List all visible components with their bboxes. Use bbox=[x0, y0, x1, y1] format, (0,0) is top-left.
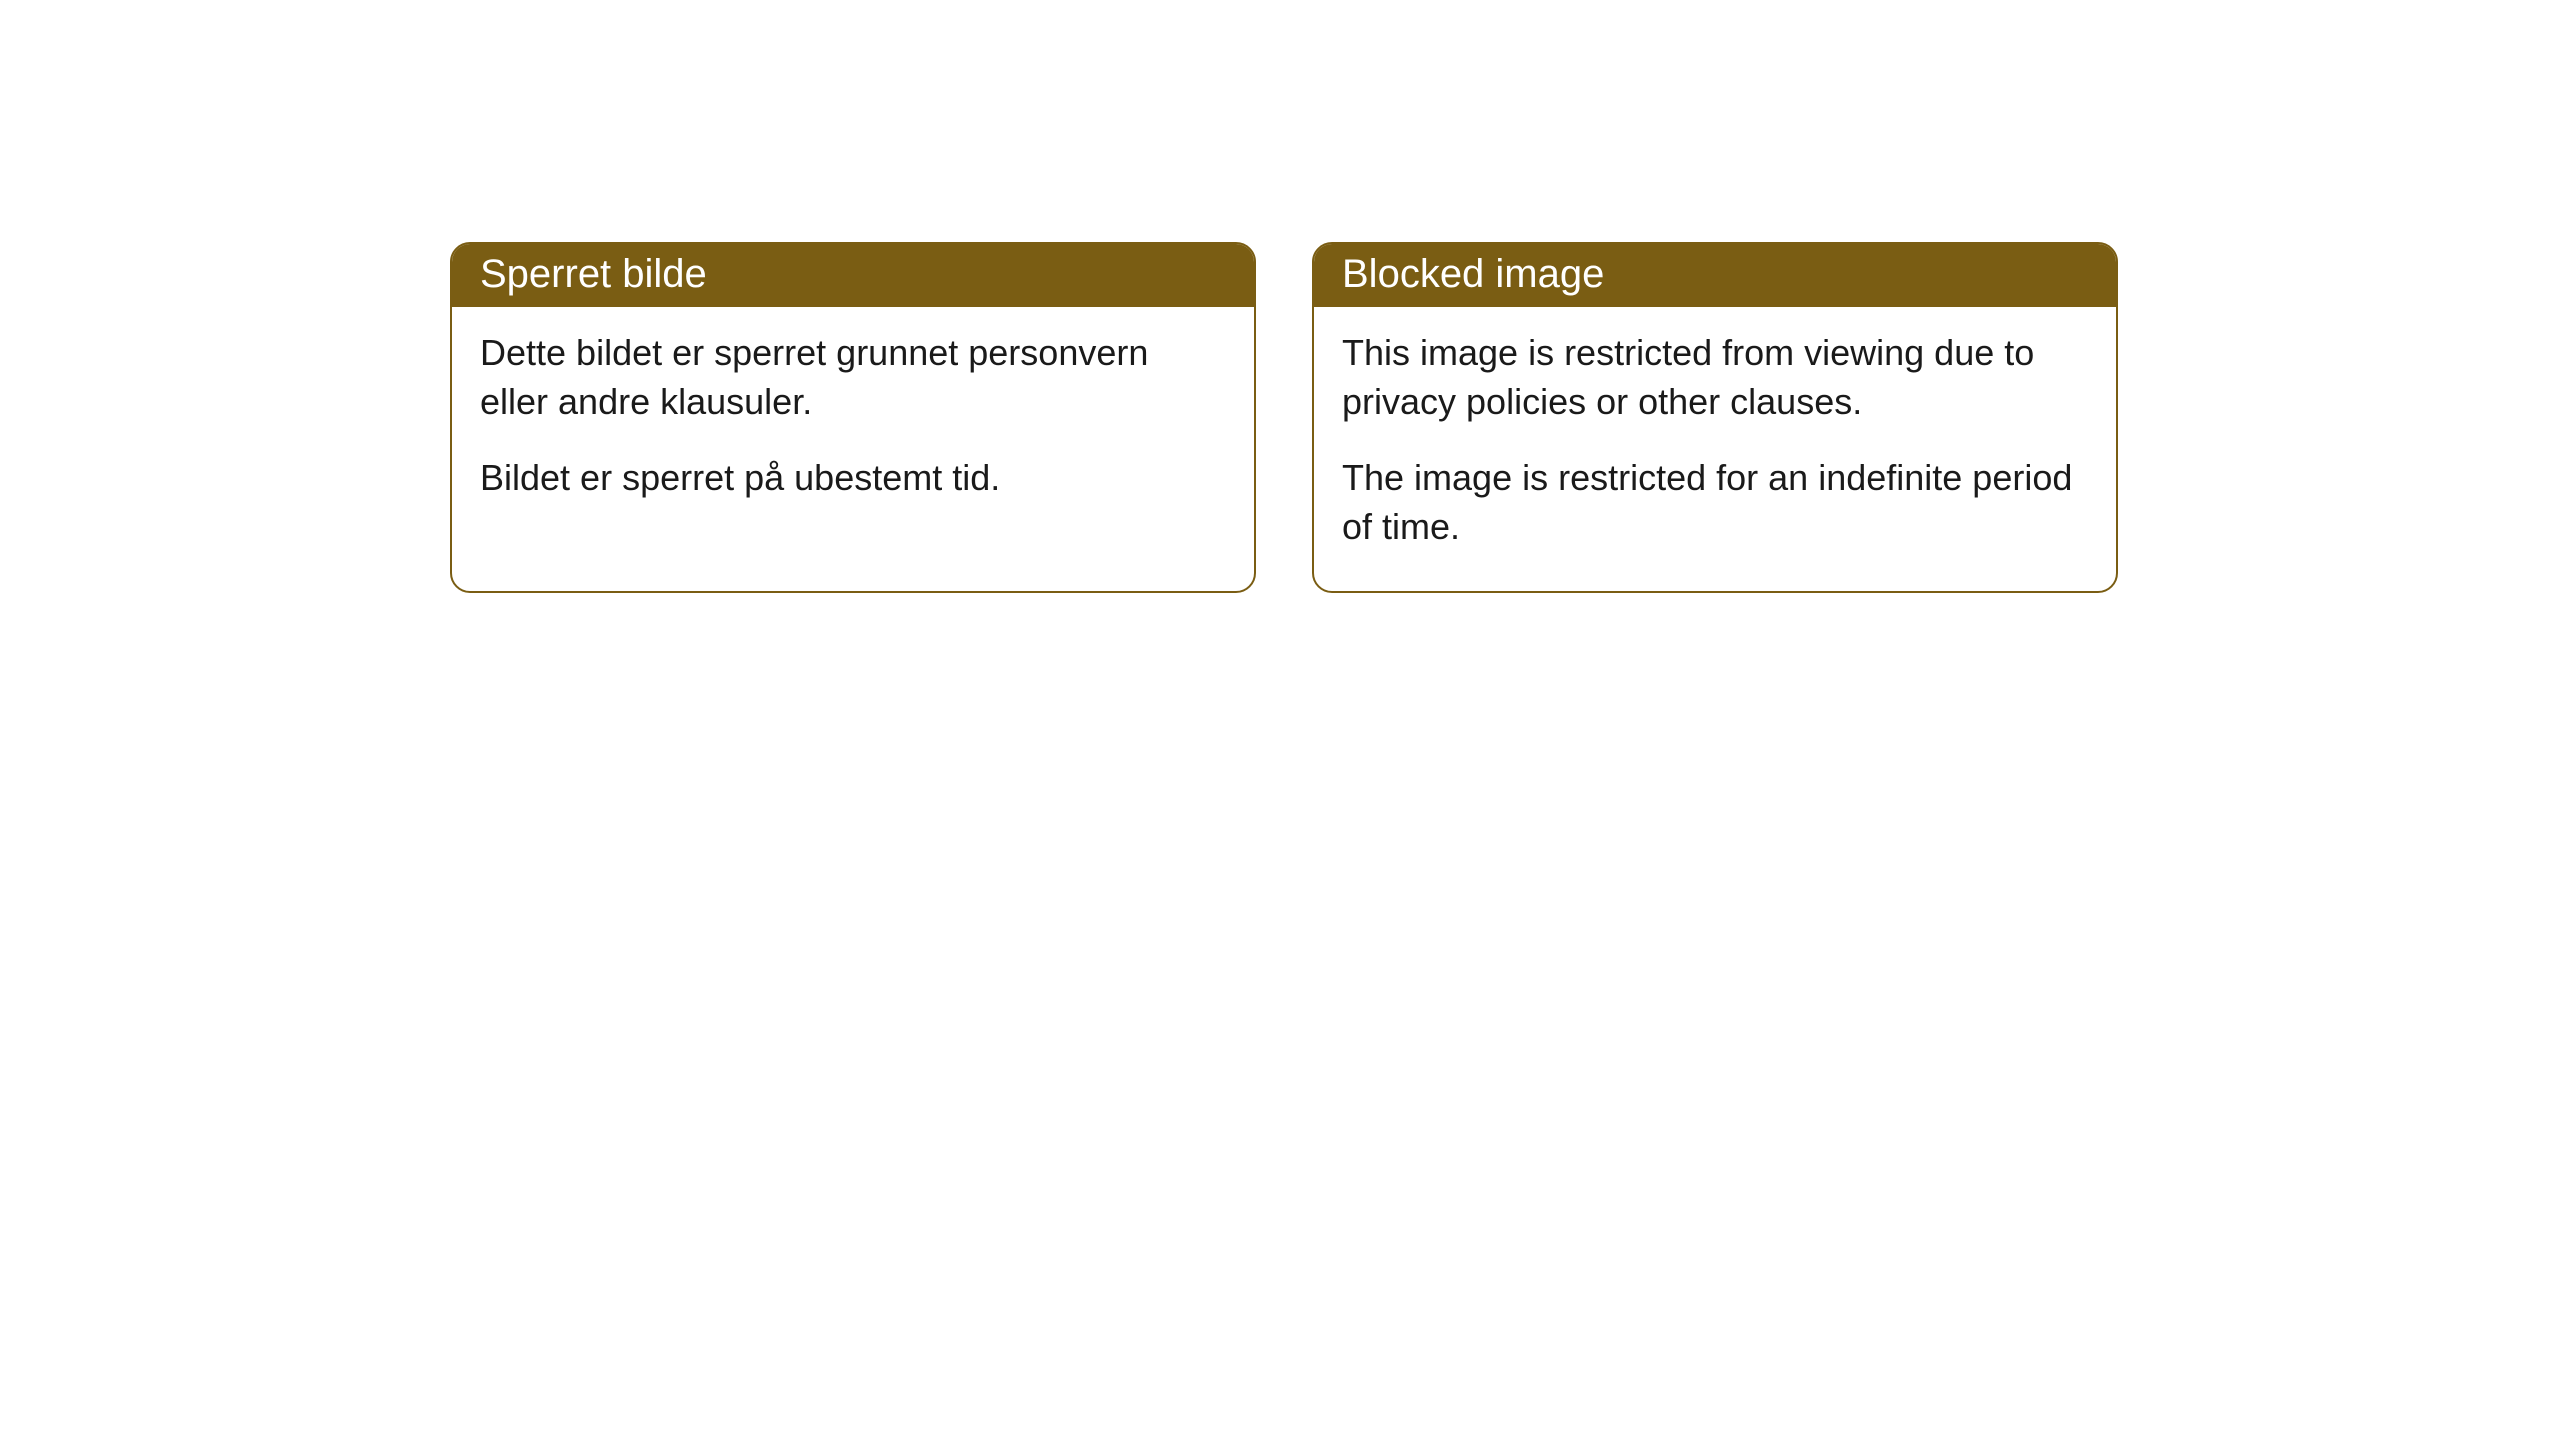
card-title: Blocked image bbox=[1314, 244, 2116, 307]
card-paragraph: Bildet er sperret på ubestemt tid. bbox=[480, 454, 1226, 503]
card-body: This image is restricted from viewing du… bbox=[1314, 307, 2116, 591]
notice-card-norwegian: Sperret bilde Dette bildet er sperret gr… bbox=[450, 242, 1256, 593]
card-paragraph: This image is restricted from viewing du… bbox=[1342, 329, 2088, 426]
notice-card-english: Blocked image This image is restricted f… bbox=[1312, 242, 2118, 593]
card-body: Dette bildet er sperret grunnet personve… bbox=[452, 307, 1254, 591]
notice-cards-row: Sperret bilde Dette bildet er sperret gr… bbox=[450, 242, 2118, 593]
card-title: Sperret bilde bbox=[452, 244, 1254, 307]
card-paragraph: Dette bildet er sperret grunnet personve… bbox=[480, 329, 1226, 426]
card-paragraph: The image is restricted for an indefinit… bbox=[1342, 454, 2088, 551]
